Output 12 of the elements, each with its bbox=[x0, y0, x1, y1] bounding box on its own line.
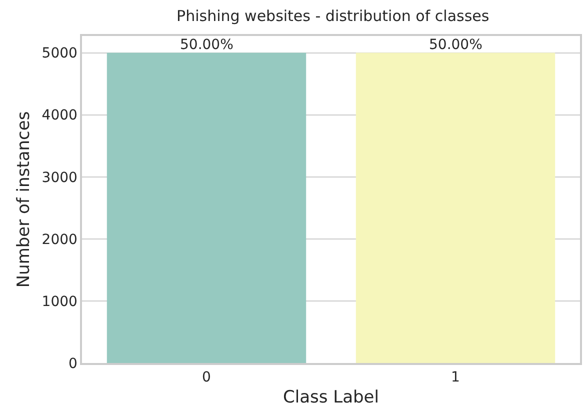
y-tick-label: 3000 bbox=[42, 170, 78, 186]
y-tick-label: 0 bbox=[68, 356, 78, 372]
y-tick-label: 1000 bbox=[42, 294, 78, 310]
y-tick-label: 4000 bbox=[42, 108, 78, 124]
y-tick-label: 2000 bbox=[42, 232, 78, 248]
x-tick-label: 1 bbox=[451, 370, 460, 386]
y-tick-label: 5000 bbox=[42, 46, 78, 62]
chart-title: Phishing websites - distribution of classes bbox=[176, 6, 490, 25]
annotation: 50.00% bbox=[180, 37, 234, 53]
y-axis-title: Number of instances bbox=[14, 111, 34, 288]
annotation: 50.00% bbox=[429, 37, 482, 53]
x-axis-title: Class Label bbox=[283, 387, 379, 408]
